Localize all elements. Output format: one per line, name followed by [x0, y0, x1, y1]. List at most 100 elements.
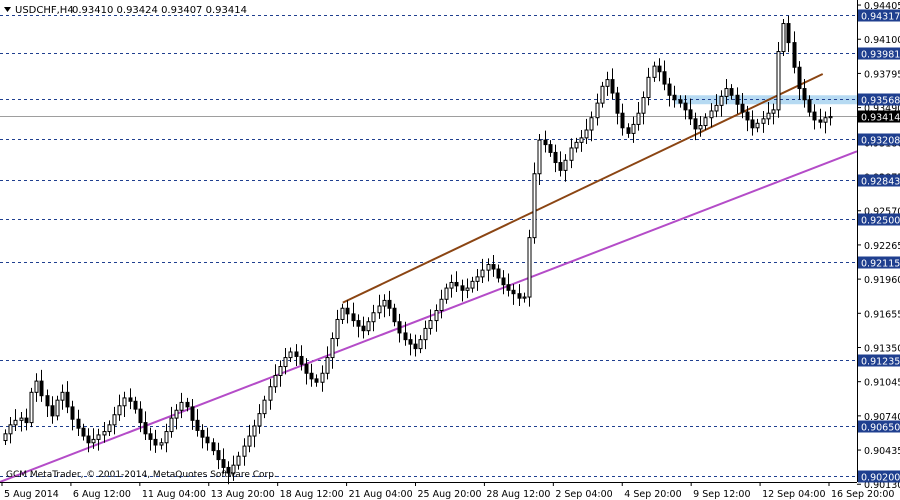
price-tick-label: 0.94405: [864, 1, 900, 12]
candle-body: [470, 280, 475, 289]
candle-body: [543, 139, 548, 146]
price-tick-label: 0.91350: [864, 343, 900, 354]
candle-body: [309, 372, 314, 380]
candle-body: [268, 386, 273, 401]
collapse-triangle-icon[interactable]: [4, 7, 11, 12]
level-label: 0.90200: [861, 473, 900, 484]
candle-body: [486, 264, 491, 271]
level-label-box: [858, 470, 900, 483]
candle-body: [522, 296, 527, 299]
candle-body: [439, 298, 444, 311]
candle-body: [496, 268, 501, 279]
candle-body: [610, 79, 615, 94]
candle-body: [221, 459, 226, 468]
time-tick-label: 5 Aug 2014: [4, 489, 59, 500]
time-tick-label: 25 Aug 20:00: [418, 489, 482, 500]
candle-body: [600, 85, 605, 104]
candle-body: [672, 94, 677, 101]
candle-body: [491, 264, 496, 270]
candle-body: [314, 378, 319, 383]
time-tick-label: 13 Aug 20:00: [211, 489, 275, 500]
candle-body: [102, 431, 107, 436]
candle-body: [231, 464, 236, 474]
price-tick-label: 0.94100: [864, 35, 900, 46]
candle-body: [128, 397, 133, 402]
candle-body: [750, 119, 755, 129]
candle-body: [335, 318, 340, 340]
candle-body: [418, 339, 423, 350]
candle-body: [537, 139, 542, 175]
candle-body: [371, 312, 376, 323]
level-label: 0.92500: [861, 216, 900, 227]
candle-body: [781, 23, 786, 53]
level-label: 0.93981: [861, 50, 900, 61]
candle-body: [626, 127, 631, 134]
candle-body: [693, 118, 698, 130]
candle-body: [159, 442, 164, 446]
candle-body: [3, 433, 8, 442]
time-tick-label: 9 Sep 12:00: [693, 489, 750, 500]
candle-body: [325, 357, 330, 374]
candle-body: [340, 307, 345, 320]
time-tick-label: 11 Aug 04:00: [142, 489, 206, 500]
price-tick-label: 0.91960: [864, 275, 900, 286]
price-tick-label: 0.90740: [864, 412, 900, 423]
level-label: 0.94317: [861, 12, 900, 23]
price-tick-label: 0.90435: [864, 446, 900, 457]
candle-body: [766, 112, 771, 120]
level-label: 0.93208: [861, 136, 900, 147]
candle-body: [475, 276, 480, 282]
candle-body: [574, 141, 579, 149]
candle-body: [698, 125, 703, 130]
candle-body: [294, 351, 299, 357]
candle-body: [631, 123, 636, 134]
candle-body: [454, 281, 459, 287]
copyright-text: GCM MetaTrader, © 2001-2014, MetaQuotes …: [6, 470, 277, 480]
candle-body: [558, 162, 563, 171]
candle-body: [169, 417, 174, 433]
candle-body: [330, 338, 335, 359]
candle-body: [39, 380, 44, 397]
candle-body: [652, 65, 657, 78]
candle-body: [19, 417, 24, 421]
candle-body: [776, 51, 781, 111]
time-tick-label: 12 Sep 04:00: [762, 489, 825, 500]
candle-body: [299, 355, 304, 365]
candle-body: [236, 455, 241, 466]
level-label-box: [858, 420, 900, 433]
candle-body: [802, 88, 807, 101]
candle-body: [143, 422, 148, 435]
candle-body: [709, 110, 714, 119]
trendline-purple: [0, 150, 858, 483]
candle-body: [636, 112, 641, 125]
candle-body: [460, 285, 465, 291]
candles: [3, 15, 833, 485]
level-label-box: [858, 354, 900, 367]
candle-body: [683, 102, 688, 111]
candle-body: [807, 99, 812, 113]
time-tick-label: 18 Aug 12:00: [280, 489, 344, 500]
current-price-box: [858, 110, 900, 123]
candle-body: [771, 109, 776, 114]
time-tick-label: 21 Aug 04:00: [349, 489, 413, 500]
price-tick-label: 0.92570: [864, 207, 900, 218]
candle-body: [397, 321, 402, 334]
candle-body: [13, 419, 18, 426]
candle-body: [569, 147, 574, 161]
candle-body: [480, 269, 485, 278]
candle-body: [641, 97, 646, 114]
level-label: 0.90650: [861, 423, 900, 434]
candle-body: [211, 442, 216, 452]
level-label-box: [858, 133, 900, 146]
candle-body: [34, 380, 39, 393]
candle-body: [190, 406, 195, 421]
candle-body: [605, 79, 610, 87]
price-tick-label: 0.93490: [864, 104, 900, 115]
candle-body: [96, 434, 101, 440]
candle-body: [60, 391, 65, 401]
candle-body: [735, 94, 740, 105]
candle-body: [517, 293, 522, 299]
candle-body: [729, 88, 734, 96]
